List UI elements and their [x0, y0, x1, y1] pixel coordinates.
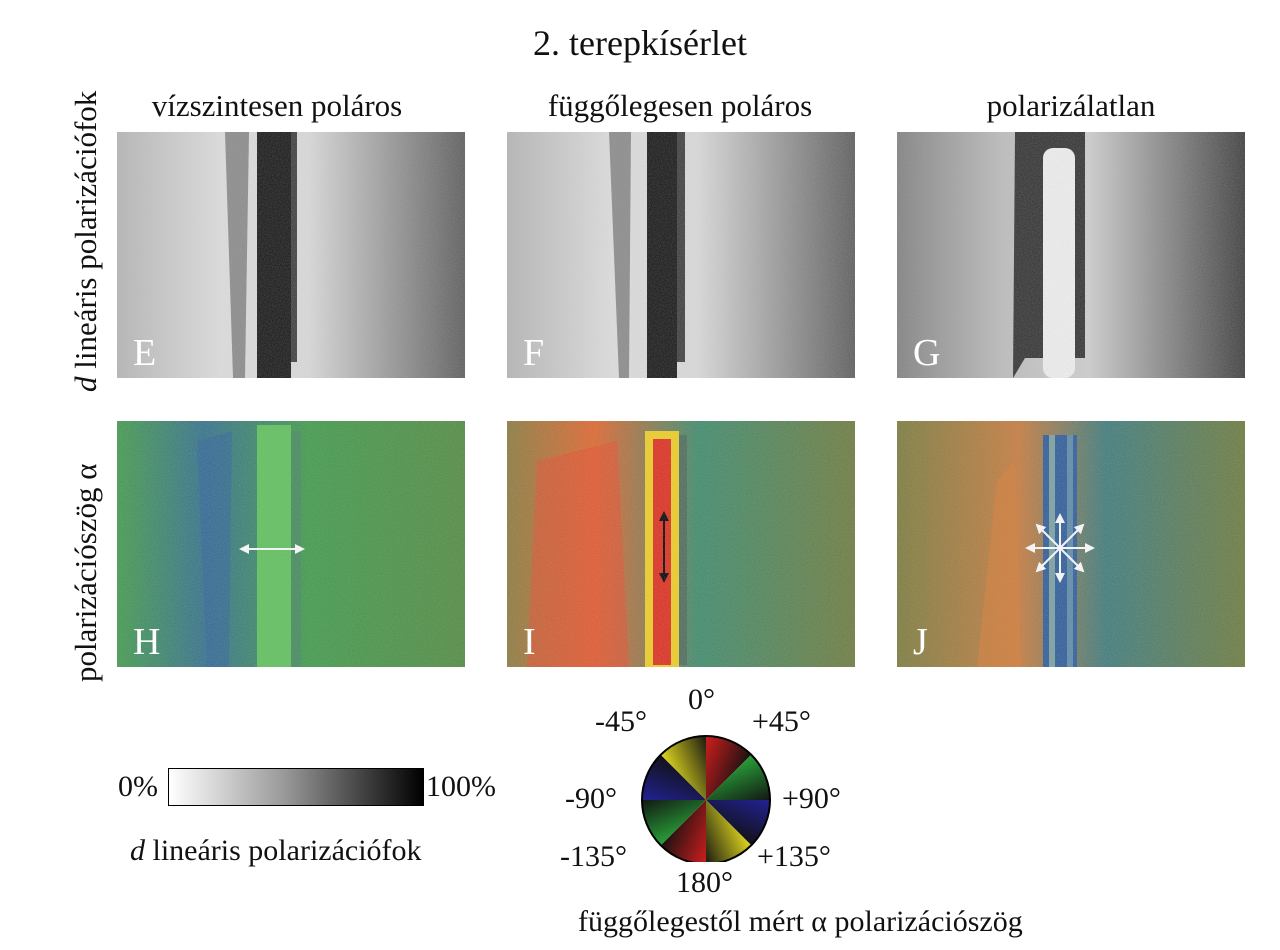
panel-h-image: H [117, 421, 465, 667]
panel-f-graphic [507, 132, 855, 378]
column-header-horizontal: vízszintesen poláros [151, 88, 403, 123]
panel-j-image: J [897, 421, 1245, 667]
panel-e-image: E [117, 132, 465, 378]
panel-letter-e: E [133, 332, 157, 374]
wheel-label-plus90: +90° [782, 782, 841, 815]
wheel-label-minus90: -90° [565, 782, 617, 815]
wheel-label-plus45: +45° [752, 705, 811, 738]
panel-j-graphic [897, 421, 1245, 667]
scale-caption: d lineáris polarizációfok [130, 834, 422, 868]
panel-letter-j: J [913, 621, 928, 663]
wheel-label-0: 0° [688, 683, 715, 716]
panel-i-graphic [507, 421, 855, 667]
panel-letter-i: I [523, 621, 536, 663]
panel-i-image: I [507, 421, 855, 667]
angle-color-wheel [641, 735, 771, 862]
scale-caption-text: lineáris polarizációfok [145, 834, 422, 867]
color-wheel-outline [641, 735, 771, 862]
wheel-label-plus135: +135° [757, 840, 831, 873]
column-header-unpolarized: polarizálatlan [986, 88, 1156, 123]
panel-h-graphic [117, 421, 465, 667]
wheel-label-minus135: -135° [560, 840, 627, 873]
panel-g-image: G [897, 132, 1245, 378]
scale-max-label: 100% [426, 770, 496, 803]
wheel-label-minus45: -45° [595, 705, 647, 738]
panel-letter-h: H [133, 621, 161, 663]
scale-min-label: 0% [118, 770, 158, 803]
wheel-caption: függőlegestől mért α polarizációszög [578, 905, 1023, 938]
panel-g-graphic [897, 132, 1245, 378]
wheel-label-180: 180° [676, 866, 733, 899]
panel-letter-f: F [523, 332, 545, 374]
row-label-angle: polarizációszög α [68, 463, 103, 682]
panel-e-graphic [117, 132, 465, 378]
column-header-vertical: függőlegesen poláros [547, 88, 813, 123]
figure-title: 2. terepkísérlet [533, 23, 747, 63]
degree-scale-bar [168, 768, 424, 806]
panel-f-image: F [507, 132, 855, 378]
scale-caption-symbol: d [130, 834, 145, 867]
row-label-degree-text: lineáris polarizációfok [68, 90, 103, 377]
panel-letter-g: G [913, 332, 941, 374]
row-label-degree-symbol: d [68, 376, 103, 393]
row-label-degree: d lineáris polarizációfok [68, 91, 104, 392]
